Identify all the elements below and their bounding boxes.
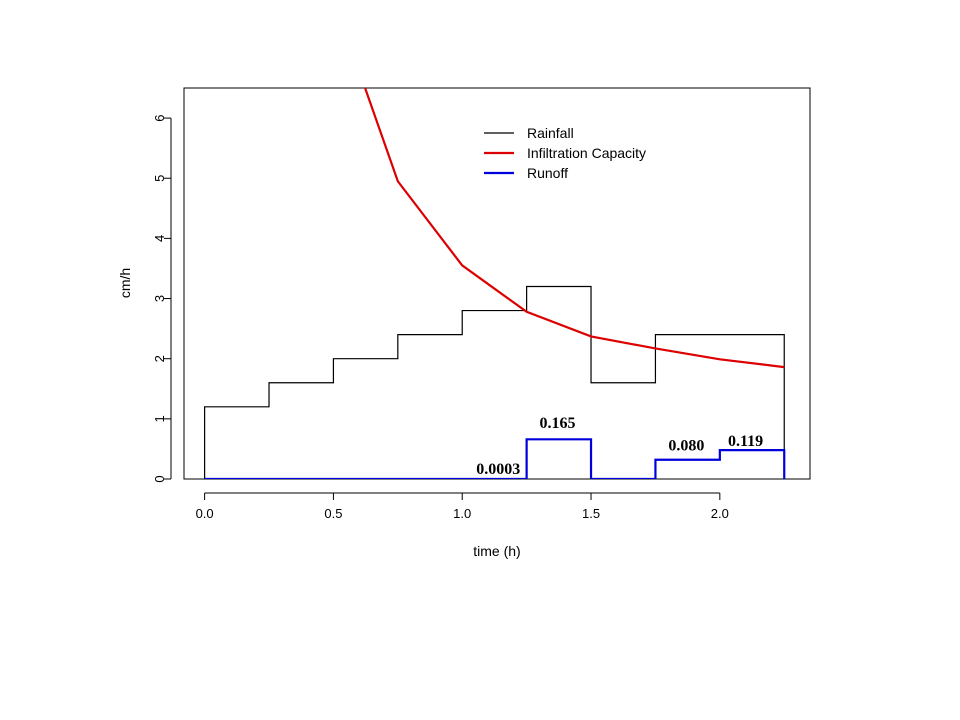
legend-label-rainfall: Rainfall — [527, 125, 574, 141]
y-tick-label: 3 — [152, 295, 167, 302]
y-tick-label: 5 — [152, 175, 167, 182]
x-tick-label: 2.0 — [711, 506, 729, 521]
x-tick-label: 1.5 — [582, 506, 600, 521]
y-tick-label: 2 — [152, 355, 167, 362]
legend: Rainfall Infiltration Capacity Runoff — [484, 125, 646, 181]
y-tick-label: 4 — [152, 235, 167, 242]
y-axis: 0 1 2 3 4 5 6 — [152, 114, 172, 483]
runoff-annotation: 0.119 — [728, 433, 763, 450]
x-tick-label: 1.0 — [453, 506, 471, 521]
legend-label-runoff: Runoff — [527, 165, 568, 181]
annotation-layer: 0.0003 0.165 0.080 0.119 — [476, 415, 763, 478]
y-tick-label: 1 — [152, 415, 167, 422]
runoff-annotation: 0.080 — [668, 438, 704, 455]
x-axis: 0.0 0.5 1.0 1.5 2.0 — [196, 492, 729, 521]
infiltration-capacity-series — [363, 88, 785, 369]
series-layer — [204, 88, 786, 479]
plot-frame — [183, 87, 811, 480]
x-tick-label: 0.5 — [324, 506, 342, 521]
y-tick-label: 6 — [152, 114, 167, 121]
runoff-annotation: 0.0003 — [476, 461, 520, 478]
y-axis-title: cm/h — [117, 268, 133, 298]
y-tick-label: 0 — [152, 475, 167, 482]
rainfall-series — [204, 285, 785, 479]
legend-label-infiltration-capacity: Infiltration Capacity — [527, 145, 646, 161]
x-axis-title: time (h) — [473, 543, 520, 559]
runoff-annotation: 0.165 — [540, 415, 576, 432]
x-tick-label: 0.0 — [196, 506, 214, 521]
runoff-series — [204, 438, 786, 479]
